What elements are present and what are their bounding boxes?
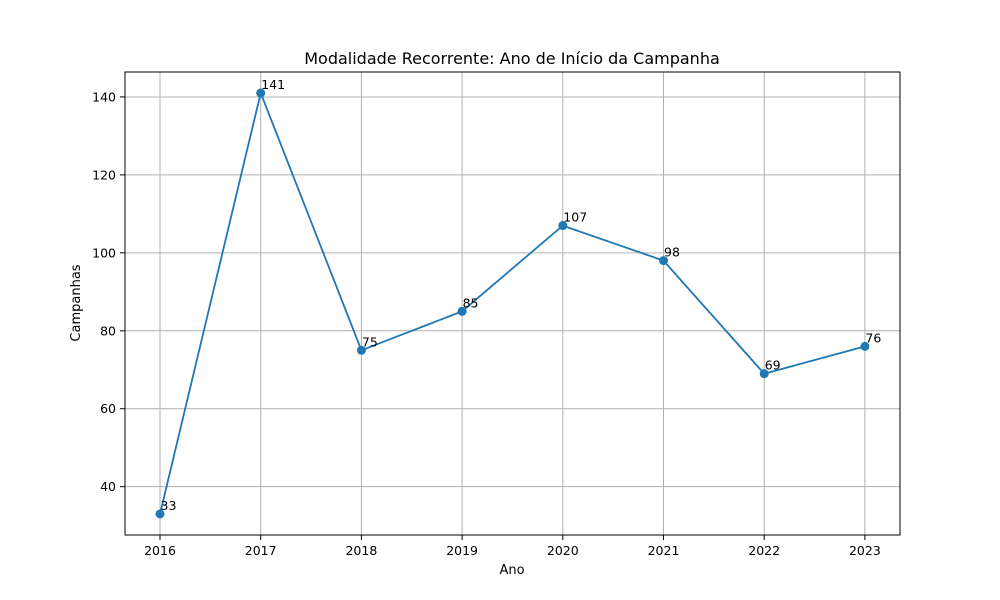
- data-label: 141: [261, 77, 285, 92]
- x-tick-label: 2018: [345, 543, 377, 558]
- x-tick-label: 2022: [748, 543, 780, 558]
- x-tick-label: 2023: [849, 543, 881, 558]
- x-tick-label: 2017: [245, 543, 277, 558]
- x-tick-label: 2020: [547, 543, 579, 558]
- data-point: [558, 221, 568, 231]
- y-tick-label: 100: [92, 245, 116, 260]
- grid: [125, 72, 900, 535]
- data-label: 69: [765, 358, 781, 373]
- y-tick-label: 40: [100, 479, 116, 494]
- data-labels: 33 141 75 85 107 98 69 76: [161, 77, 882, 513]
- data-point: [356, 345, 366, 355]
- x-tick-label: 2021: [648, 543, 680, 558]
- data-point: [659, 256, 668, 266]
- data-label: 75: [362, 334, 378, 349]
- chart-title: Modalidade Recorrente: Ano de Início da …: [304, 49, 720, 68]
- x-axis-label: Ano: [499, 563, 524, 578]
- data-label: 85: [463, 295, 479, 310]
- data-label: 33: [161, 498, 177, 513]
- y-tick-label: 140: [92, 89, 116, 104]
- x-tick-label: 2019: [446, 543, 478, 558]
- series-line: [159, 89, 866, 515]
- data-point: [860, 341, 870, 351]
- plot-frame: [124, 71, 901, 536]
- y-tick-label: 80: [100, 323, 116, 338]
- data-label: 76: [865, 330, 881, 345]
- data-label: 107: [563, 210, 587, 225]
- x-tick-label: 2016: [144, 543, 176, 558]
- series-layer: [155, 88, 870, 519]
- ticks: 2016 2017 2018 2019 2020 2021 2022 2023 40 60 80 10…: [92, 89, 881, 558]
- data-point: [457, 306, 467, 316]
- data-point: [155, 509, 165, 519]
- y-tick-label: 120: [92, 167, 116, 182]
- y-axis-label: Campanhas: [69, 264, 84, 341]
- y-tick-label: 60: [100, 401, 116, 416]
- data-point: [256, 88, 266, 98]
- data-label: 98: [664, 245, 680, 260]
- data-point: [759, 369, 769, 379]
